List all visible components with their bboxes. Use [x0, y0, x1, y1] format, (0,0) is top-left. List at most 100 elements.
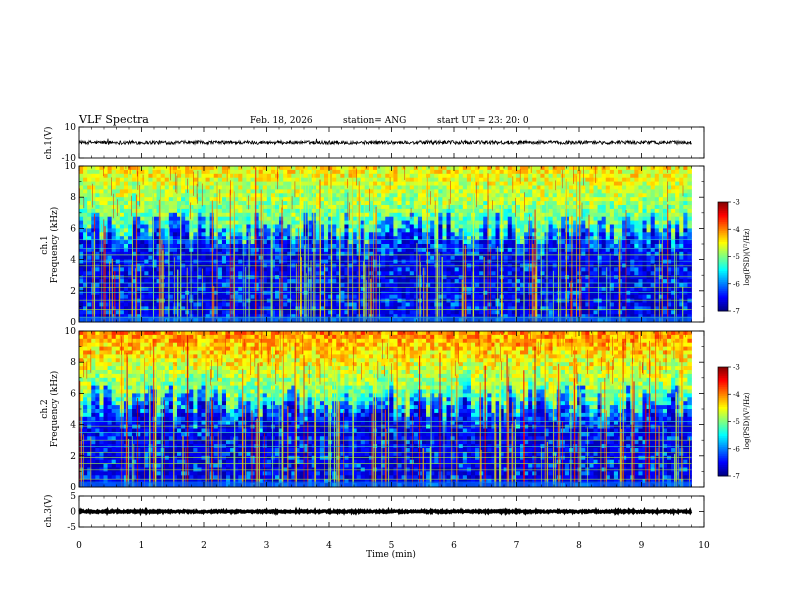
- spectrogram-cell: [504, 240, 508, 244]
- spectrogram-cell: [398, 193, 402, 197]
- spectrogram-cell: [238, 303, 242, 307]
- spectrogram-cell: [508, 193, 512, 197]
- spectrogram-cell: [504, 205, 508, 209]
- spectrogram-cell: [451, 310, 455, 314]
- spectrogram-cell: [414, 228, 418, 232]
- spectrogram-cell: [565, 166, 569, 170]
- spectrogram-cell: [414, 271, 418, 275]
- spectrogram-cell: [328, 174, 332, 178]
- spectrogram-cell: [524, 217, 528, 221]
- spectrogram-cell: [304, 178, 308, 182]
- spectrogram-cell: [414, 217, 418, 221]
- spectrogram-cell: [532, 166, 536, 170]
- spectrogram-cell: [398, 295, 402, 299]
- spectrogram-cell: [112, 217, 116, 221]
- spectrogram-cell: [447, 174, 451, 178]
- spectrogram-cell: [467, 221, 471, 225]
- spectrogram-cell: [389, 228, 393, 232]
- spectrogram-cell: [173, 310, 177, 314]
- spectrogram-cell: [385, 256, 389, 260]
- spectrogram-cell: [87, 260, 91, 264]
- spectrogram-cell: [218, 178, 222, 182]
- spectrogram-cell: [504, 299, 508, 303]
- spectrogram-cell: [275, 236, 279, 240]
- spectrogram-cell: [177, 193, 181, 197]
- spectrogram-cell: [124, 186, 128, 190]
- spectrogram-cell: [426, 240, 430, 244]
- spectrogram-cell: [393, 166, 397, 170]
- spectrogram-cell: [91, 299, 95, 303]
- spectrogram-cell: [185, 232, 189, 236]
- spectrogram-cell: [222, 299, 226, 303]
- spectrogram-cell: [532, 197, 536, 201]
- spectrogram-cell: [459, 221, 463, 225]
- spectrogram-cell: [565, 306, 569, 310]
- spectrogram-cell: [283, 267, 287, 271]
- spectrogram-cell: [332, 178, 336, 182]
- spectrogram-cell: [202, 240, 206, 244]
- spectrogram-cell: [381, 221, 385, 225]
- spectrogram-cell: [389, 295, 393, 299]
- spectrogram-cell: [500, 186, 504, 190]
- spectrogram-cell: [508, 205, 512, 209]
- spectrogram-cell: [181, 213, 185, 217]
- spectrogram-cell: [91, 240, 95, 244]
- spectrogram-cell: [426, 166, 430, 170]
- spectrogram-cell: [475, 271, 479, 275]
- spectrogram-cell: [459, 197, 463, 201]
- spectrogram-cell: [124, 256, 128, 260]
- spectrogram-cell: [508, 275, 512, 279]
- spectrogram-cell: [393, 240, 397, 244]
- spectrogram-cell: [540, 189, 544, 193]
- spectrogram-cell: [234, 174, 238, 178]
- spectrogram-cell: [398, 283, 402, 287]
- spectrogram-cell: [402, 283, 406, 287]
- spectrogram-cell: [389, 213, 393, 217]
- spectrogram-cell: [389, 244, 393, 248]
- spectrogram-cell: [238, 205, 242, 209]
- spectrogram-cell: [242, 178, 246, 182]
- spectrogram-cell: [283, 275, 287, 279]
- spectrogram-cell: [414, 236, 418, 240]
- spectrogram-cell: [295, 213, 299, 217]
- spectrogram-cell: [108, 240, 112, 244]
- spectrogram-cell: [214, 193, 218, 197]
- spectrogram-cell: [206, 306, 210, 310]
- spectrogram-cell: [540, 186, 544, 190]
- spectrogram-cell: [422, 166, 426, 170]
- spectrogram-cell: [385, 295, 389, 299]
- spectrogram-cell: [475, 201, 479, 205]
- spectrogram-cell: [565, 267, 569, 271]
- spectrogram-cell: [365, 193, 369, 197]
- spectrogram-cell: [136, 174, 140, 178]
- spectrogram-cell: [508, 295, 512, 299]
- spectrogram-cell: [218, 310, 222, 314]
- spectrogram-cell: [95, 310, 99, 314]
- spectrogram-cell: [414, 240, 418, 244]
- spectrogram-cell: [287, 186, 291, 190]
- spectrogram-cell: [398, 166, 402, 170]
- spectrogram-cell: [504, 275, 508, 279]
- spectrogram-cell: [573, 244, 577, 248]
- spectrogram-cell: [549, 201, 553, 205]
- spectrogram-cell: [520, 232, 524, 236]
- spectrogram-cell: [528, 232, 532, 236]
- spectrogram-cell: [479, 228, 483, 232]
- spectrogram-cell: [549, 209, 553, 213]
- spectrogram-cell: [496, 193, 500, 197]
- spectrogram-cell: [455, 271, 459, 275]
- spectrogram-cell: [524, 303, 528, 307]
- spectrogram-cell: [238, 291, 242, 295]
- spectrogram-cell: [438, 189, 442, 193]
- spectrogram-cell: [177, 182, 181, 186]
- spectrogram-cell: [389, 205, 393, 209]
- spectrogram-cell: [455, 201, 459, 205]
- spectrogram-cell: [283, 256, 287, 260]
- spectrogram-cell: [410, 217, 414, 221]
- spectrogram-cell: [79, 217, 83, 221]
- spectrogram-cell: [320, 182, 324, 186]
- spectrogram-cell: [214, 217, 218, 221]
- spectrogram-cell: [398, 189, 402, 193]
- spectrogram-cell: [406, 189, 410, 193]
- spectrogram-cell: [561, 209, 565, 213]
